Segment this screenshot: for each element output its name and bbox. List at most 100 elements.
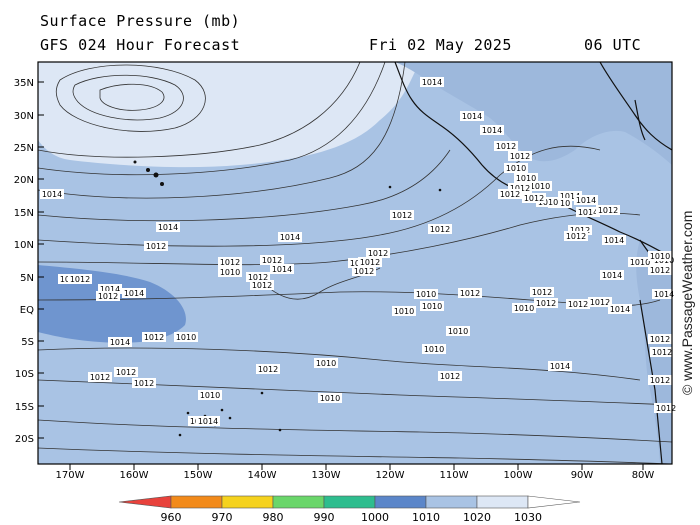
pressure-colorbar: 960 970 980 990 1000 1010 1020 1030 [118, 495, 581, 524]
high-pressure-zone [38, 62, 420, 168]
isobar-label-text: 1014 [100, 285, 120, 294]
isobar-label: 1010 [536, 197, 560, 207]
lat-tick-label: 15S [15, 402, 34, 413]
isobar-label-text: 1012 [566, 232, 586, 241]
isobar-label-text: 1012 [510, 152, 530, 161]
isobar-label: 1014 [98, 284, 122, 294]
isobar-label: 1014 [558, 191, 582, 201]
isobar-label: 1012 [530, 287, 554, 297]
isobar-label: 1014 [460, 111, 484, 121]
isobar-label: 1010 [174, 332, 198, 342]
isobar-label-text: 1012 [144, 333, 164, 342]
isobar-label: 1012 [588, 297, 612, 307]
isobar-label: 1010 [446, 326, 470, 336]
isobar-label-text: 1014 [124, 289, 144, 298]
isobar-label: 1014 [480, 125, 504, 135]
isobar-label-text: 1014 [576, 196, 596, 205]
isobar-label-text: 1012 [650, 335, 670, 344]
isobar-label-text: 1012 [532, 288, 552, 297]
colorbar-tick-label: 1000 [361, 511, 389, 524]
isobar-label: 1010 [420, 301, 444, 311]
isobar-label-text: 1010 [416, 290, 436, 299]
lon-tick-label: 110W [440, 470, 469, 481]
lat-tick-label: 5S [21, 337, 34, 348]
isobar-label: 1012 [144, 241, 168, 251]
isobar-label: 1014 [40, 189, 64, 199]
isobar-label-text: 1012 [598, 206, 618, 215]
isobar-label-text: 1010 [316, 359, 336, 368]
isobar-label: 1010 [528, 181, 552, 191]
lon-tick-label: 100W [504, 470, 533, 481]
isobar-label: 1012 [68, 274, 92, 284]
lat-tick-label: 20N [14, 175, 34, 186]
isobar-label: 1010 [318, 393, 342, 403]
isobar-label: 1014 [270, 264, 294, 274]
isobar-label-text: 1010 [530, 182, 550, 191]
isobar-label-text: 1014 [462, 112, 482, 121]
isobar-label-text: 1012 [500, 190, 520, 199]
isobar-label-text: 1014 [654, 290, 674, 299]
lon-tick-label: 80W [632, 470, 655, 481]
isobar-label: 1012 [648, 265, 672, 275]
isobar-label-text: 1014 [482, 126, 502, 135]
isobar-label: 1012 [596, 205, 620, 215]
isobar-label-layer: 1014101410121012101410121012101210101010… [40, 77, 678, 426]
isobar-label: 1012 [428, 224, 452, 234]
isobar-label: 1014 [156, 222, 180, 232]
isobar-label: 1012 [260, 255, 284, 265]
lon-tick-label: 130W [312, 470, 341, 481]
isobar-label-text: 1010 [422, 302, 442, 311]
isobar-label-text: 1012 [568, 300, 588, 309]
isobar-label-text: 1012 [258, 365, 278, 374]
lat-tick-label: 5N [20, 273, 34, 284]
colorbar-segment [221, 495, 274, 509]
lat-tick-label: 30N [14, 111, 34, 122]
isobar-label-text: 1014 [602, 271, 622, 280]
isobar-label: 1014 [122, 288, 146, 298]
lon-tick-label: 140W [248, 470, 277, 481]
colorbar-segment [476, 495, 529, 509]
isobar-label-text: 1012 [430, 225, 450, 234]
colorbar-tick-label: 970 [212, 511, 233, 524]
isobar-label-text: 1014 [198, 417, 218, 426]
isobar-label: 1012 [438, 371, 462, 381]
isobar-label-text: 1012 [650, 266, 670, 275]
isobar-label-text: 1014 [578, 208, 598, 217]
lat-tick-label: 10N [14, 240, 34, 251]
watermark-text: © www.PassageWeather.com [680, 211, 695, 395]
isobar-label: 1010 [414, 289, 438, 299]
isobar-label-text: 1010 [448, 327, 468, 336]
isobar-label: 1012 [358, 257, 382, 267]
colorbar-segment [323, 495, 376, 509]
isobar-label: 1012 [458, 288, 482, 298]
lon-tick-label: 90W [571, 470, 594, 481]
isobar-label-text: 1010 [516, 174, 536, 183]
colorbar-segment [425, 495, 478, 509]
isobar-label: 1012 [96, 291, 120, 301]
isobar-label-text: 1010 [538, 198, 558, 207]
isobar-label: 1014 [652, 289, 676, 299]
colorbar-tick-label: 1030 [514, 511, 542, 524]
colorbar-segment [272, 495, 325, 509]
lon-tick-label: 120W [376, 470, 405, 481]
isobar-label-text: 1014 [272, 265, 292, 274]
isobar-label-text: 1012 [650, 376, 670, 385]
isobar-label-text: 1010 [506, 164, 526, 173]
isobar-label-text: 1012 [536, 299, 556, 308]
isobar-label: 1014 [576, 207, 600, 217]
isobar-label: 1010 [422, 344, 446, 354]
colorbar-tick-label: 960 [161, 511, 182, 524]
colorbar-low-arrow [118, 495, 172, 509]
isobar-label-text: 1012 [116, 368, 136, 377]
isobar-label: 1012 [564, 231, 588, 241]
isobar-label: 1014 [548, 361, 572, 371]
forecast-date: Fri 02 May 2025 [369, 36, 512, 54]
isobar-label-text: 1014 [110, 338, 130, 347]
isobar-label-text: 1012 [146, 242, 166, 251]
isobar-label: 1012 [498, 189, 522, 199]
lon-tick-label: 170W [56, 470, 85, 481]
colorbar-high-arrow [527, 495, 581, 509]
lon-tick-label: 150W [184, 470, 213, 481]
isobar-label: 1010 [648, 251, 672, 261]
